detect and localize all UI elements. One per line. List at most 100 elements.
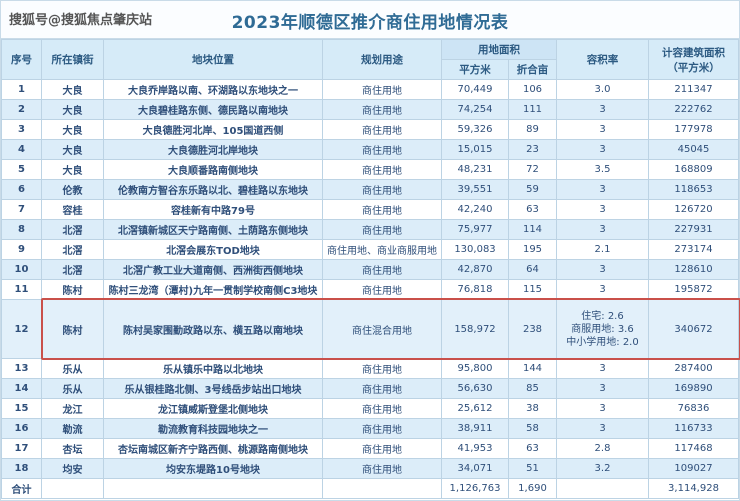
cell-index: 2 — [1, 99, 42, 120]
header-gfa-label: 计容建筑面积 — [662, 46, 725, 59]
cell-town: 北滘 — [41, 239, 104, 260]
cell-gfa: 76836 — [648, 398, 739, 419]
far-line: 中小学用地: 2.0 — [566, 336, 639, 348]
cell-town: 乐从 — [41, 358, 104, 379]
cell-area-mu: 106 — [508, 79, 557, 100]
cell-area-mu: 85 — [508, 378, 557, 399]
far-line: 住宅: 2.6 — [581, 310, 624, 322]
cell-area-mu: 63 — [508, 199, 557, 220]
cell-area-sqm: 158,972 — [441, 299, 509, 359]
cell-use: 商住用地 — [322, 219, 442, 240]
cell-gfa: 227931 — [648, 219, 739, 240]
cell-area-mu: 89 — [508, 119, 557, 140]
far-line: 商服用地: 3.6 — [571, 323, 634, 335]
cell-area-sqm: 48,231 — [441, 159, 509, 180]
total-gfa: 3,114,928 — [648, 478, 739, 499]
far-line: 3 — [599, 383, 606, 394]
cell-area-mu: 115 — [508, 279, 557, 300]
cell-area-mu: 238 — [508, 299, 557, 359]
table-row: 14 乐从 乐从银桂路北侧、3号线岳步站出口地块 商住用地 56,630 85 3 16989… — [1, 378, 739, 399]
total-label: 合计 — [1, 478, 42, 499]
cell-location: 大良德胜河北岸、105国道西侧 — [103, 119, 323, 140]
cell-use: 商住用地 — [322, 398, 442, 419]
total-empty — [41, 478, 104, 499]
cell-index: 5 — [1, 159, 42, 180]
cell-town: 大良 — [41, 99, 104, 120]
cell-gfa: 126720 — [648, 199, 739, 220]
cell-area-mu: 58 — [508, 418, 557, 439]
cell-far: 3 — [556, 219, 649, 240]
page-title: 2023年顺德区推介商住用地情况表 — [231, 13, 509, 33]
cell-use: 商住用地、商业商服用地 — [322, 239, 442, 260]
table-row: 13 乐从 乐从镇乐中路以北地块 商住用地 95,800 144 3 287400 — [1, 358, 739, 379]
cell-town: 北滘 — [41, 259, 104, 280]
cell-location: 陈村吴家围勤政路以东、横五路以南地块 — [103, 299, 323, 359]
far-line: 3 — [599, 204, 606, 215]
cell-far: 3 — [556, 378, 649, 399]
land-table: 序号 所在镇街 地块位置 规划用途 用地面积 容积率 计容建筑面积 （平方米） … — [1, 39, 739, 499]
cell-gfa: 116733 — [648, 418, 739, 439]
cell-area-sqm: 59,326 — [441, 119, 509, 140]
cell-use: 商住用地 — [322, 279, 442, 300]
header-area-sqm: 平方米 — [441, 59, 509, 80]
cell-town: 大良 — [41, 119, 104, 140]
cell-far: 住宅: 2.6 商服用地: 3.6 中小学用地: 2.0 — [556, 299, 649, 359]
cell-area-sqm: 75,977 — [441, 219, 509, 240]
cell-location: 大良碧桂路东侧、德民路以南地块 — [103, 99, 323, 120]
cell-gfa: 169890 — [648, 378, 739, 399]
cell-location: 伦教南方智谷东乐路以北、碧桂路以东地块 — [103, 179, 323, 200]
cell-location: 大良德胜河北岸地块 — [103, 139, 323, 160]
cell-area-mu: 111 — [508, 99, 557, 120]
cell-area-mu: 51 — [508, 458, 557, 479]
total-empty — [322, 478, 442, 499]
cell-location: 北滘镇新城区天宁路南侧、土荫路东侧地块 — [103, 219, 323, 240]
cell-town: 陈村 — [41, 299, 104, 359]
cell-far: 3 — [556, 279, 649, 300]
far-line: 3 — [599, 104, 606, 115]
cell-town: 大良 — [41, 79, 104, 100]
cell-location: 大良顺番路南侧地块 — [103, 159, 323, 180]
table-row: 6 伦教 伦教南方智谷东乐路以北、碧桂路以东地块 商住用地 39,551 59 3 11865… — [1, 179, 739, 200]
cell-index: 16 — [1, 418, 42, 439]
watermark: 搜狐号@搜狐焦点肇庆站 — [9, 13, 153, 28]
cell-area-sqm: 56,630 — [441, 378, 509, 399]
cell-use: 商住用地 — [322, 358, 442, 379]
cell-index: 7 — [1, 199, 42, 220]
cell-gfa: 177978 — [648, 119, 739, 140]
cell-far: 3 — [556, 179, 649, 200]
header-town: 所在镇街 — [41, 39, 104, 80]
cell-area-mu: 38 — [508, 398, 557, 419]
cell-gfa: 222762 — [648, 99, 739, 120]
far-line: 3 — [599, 264, 606, 275]
cell-gfa: 128610 — [648, 259, 739, 280]
title-bar: 搜狐号@搜狐焦点肇庆站 2023年顺德区推介商住用地情况表 — [1, 1, 739, 39]
cell-far: 3 — [556, 199, 649, 220]
far-line: 3.2 — [594, 463, 611, 474]
cell-gfa: 168809 — [648, 159, 739, 180]
cell-location: 乐从镇乐中路以北地块 — [103, 358, 323, 379]
cell-town: 大良 — [41, 159, 104, 180]
far-line: 3 — [599, 403, 606, 414]
cell-area-mu: 23 — [508, 139, 557, 160]
cell-use: 商住用地 — [322, 418, 442, 439]
cell-index: 18 — [1, 458, 42, 479]
header-gfa: 计容建筑面积 （平方米） — [648, 39, 739, 80]
cell-gfa: 287400 — [648, 358, 739, 379]
cell-use: 商住用地 — [322, 378, 442, 399]
cell-area-sqm: 34,071 — [441, 458, 509, 479]
cell-index: 9 — [1, 239, 42, 260]
cell-location: 大良乔岸路以南、环湖路以东地块之一 — [103, 79, 323, 100]
total-area-mu: 1,690 — [508, 478, 557, 499]
cell-use: 商住用地 — [322, 99, 442, 120]
total-empty — [556, 478, 649, 499]
cell-area-sqm: 39,551 — [441, 179, 509, 200]
cell-area-sqm: 76,818 — [441, 279, 509, 300]
cell-town: 陈村 — [41, 279, 104, 300]
cell-index: 8 — [1, 219, 42, 240]
cell-use: 商住用地 — [322, 199, 442, 220]
cell-area-sqm: 95,800 — [441, 358, 509, 379]
far-line: 2.1 — [594, 244, 611, 255]
cell-gfa: 117468 — [648, 438, 739, 459]
cell-area-mu: 114 — [508, 219, 557, 240]
